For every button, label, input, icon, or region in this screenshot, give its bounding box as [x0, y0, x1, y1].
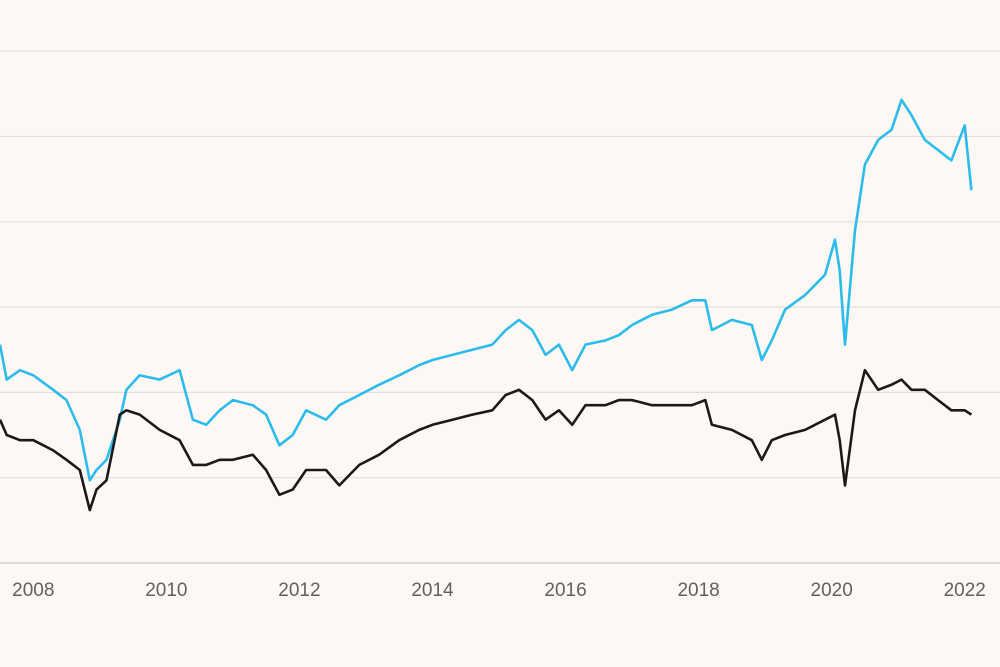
- x-tick-label: 2022: [944, 580, 986, 601]
- x-tick-label: 2016: [544, 580, 586, 601]
- line-series: [0, 98, 973, 482]
- x-tick-label: 2012: [278, 580, 320, 601]
- x-tick-label: 2020: [811, 580, 853, 601]
- x-tick-label: 2010: [145, 580, 187, 601]
- line-series: [0, 368, 973, 512]
- x-tick-label: 2018: [677, 580, 719, 601]
- x-tick-label: 2014: [411, 580, 454, 601]
- x-tick-label: 2008: [12, 580, 54, 601]
